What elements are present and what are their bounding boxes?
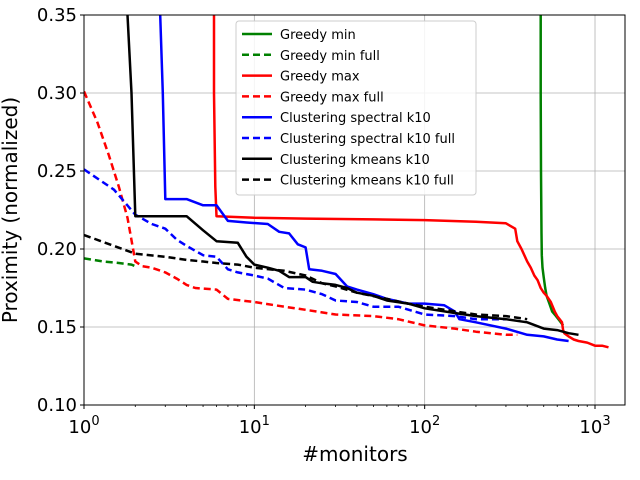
series-lines xyxy=(84,15,609,349)
series-line xyxy=(84,257,136,268)
x-tick-labels: 100 101 102 103 xyxy=(68,414,610,438)
y-tick-label: 0.15 xyxy=(37,317,77,338)
x-tick-label: 102 xyxy=(409,414,440,438)
legend-label: Greedy min full xyxy=(280,49,380,64)
legend-label: Clustering kmeans k10 full xyxy=(280,174,454,189)
series-line xyxy=(539,15,565,327)
x-tick-label: 101 xyxy=(239,414,270,438)
y-tick-label: 0.30 xyxy=(37,83,77,104)
y-tick-label: 0.35 xyxy=(37,5,77,26)
legend-frame xyxy=(235,20,477,196)
legend-label: Greedy max full xyxy=(280,90,384,105)
series-line xyxy=(84,168,506,321)
plot-frame xyxy=(83,14,626,406)
x-axis-label: #monitors xyxy=(302,442,407,466)
series-line xyxy=(158,15,569,343)
legend-label: Clustering spectral k10 full xyxy=(280,132,455,147)
x-tick-label: 100 xyxy=(68,414,99,438)
ticks xyxy=(80,14,596,409)
series-line xyxy=(84,90,518,337)
legend-label: Greedy max xyxy=(280,70,360,85)
legend: Greedy min Greedy min full Greedy max Greed… xyxy=(235,20,477,196)
legend-label: Clustering spectral k10 xyxy=(280,111,431,126)
y-tick-labels: 0.10 0.15 0.20 0.25 0.30 0.35 xyxy=(37,5,77,416)
legend-label: Greedy min xyxy=(280,28,356,43)
series-line xyxy=(84,233,528,321)
y-tick-label: 0.10 xyxy=(37,395,77,416)
y-tick-label: 0.20 xyxy=(37,239,77,260)
y-tick-label: 0.25 xyxy=(37,161,77,182)
legend-label: Clustering kmeans k10 xyxy=(280,153,430,168)
series-line xyxy=(212,15,609,349)
y-axis-label: Proximity (normalized) xyxy=(0,97,22,323)
x-tick-label: 103 xyxy=(579,414,610,438)
series-line xyxy=(126,15,579,337)
